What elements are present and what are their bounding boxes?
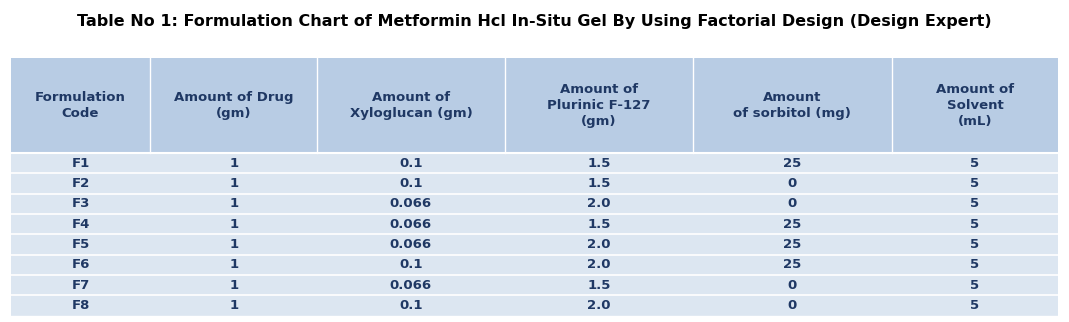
Bar [11,255,1058,275]
Text: 2.0: 2.0 [587,299,610,312]
Bar [11,295,1058,316]
Text: 0.066: 0.066 [390,197,432,210]
Text: 1: 1 [229,299,238,312]
Text: 5: 5 [971,299,979,312]
Text: 0.1: 0.1 [399,177,422,190]
Text: 1.5: 1.5 [587,279,610,291]
Bar [11,194,1058,214]
Text: 25: 25 [784,218,802,231]
Text: Amount of
Plurinic F-127
(gm): Amount of Plurinic F-127 (gm) [547,83,651,128]
Text: 1: 1 [229,156,238,170]
Text: 1.5: 1.5 [587,177,610,190]
Text: 0.066: 0.066 [390,218,432,231]
Text: 1: 1 [229,279,238,291]
Bar [11,173,1058,194]
Text: 5: 5 [971,177,979,190]
Bar [11,58,1058,153]
Text: 0: 0 [788,279,797,291]
Text: 1: 1 [229,238,238,251]
Text: 5: 5 [971,218,979,231]
Text: Amount of Drug
(gm): Amount of Drug (gm) [174,91,293,120]
Text: F6: F6 [72,258,90,271]
Text: Formulation
Code: Formulation Code [35,91,126,120]
Text: Amount of
Xyloglucan (gm): Amount of Xyloglucan (gm) [350,91,472,120]
Text: F4: F4 [72,218,90,231]
Text: 0.1: 0.1 [399,156,422,170]
Text: 5: 5 [971,238,979,251]
Text: 2.0: 2.0 [587,258,610,271]
Text: Table No 1: Formulation Chart of Metformin Hcl In-Situ Gel By Using Factorial De: Table No 1: Formulation Chart of Metform… [77,14,992,30]
Text: F8: F8 [72,299,90,312]
Text: 0.1: 0.1 [399,258,422,271]
Text: 2.0: 2.0 [587,238,610,251]
Bar [11,275,1058,295]
Text: 25: 25 [784,156,802,170]
Text: 1: 1 [229,197,238,210]
Bar [11,214,1058,234]
Text: 0: 0 [788,299,797,312]
Bar [11,234,1058,255]
Text: 1: 1 [229,177,238,190]
Bar [11,153,1058,173]
Text: 0: 0 [788,197,797,210]
Text: F3: F3 [72,197,90,210]
Text: F2: F2 [72,177,90,190]
Text: 1: 1 [229,258,238,271]
Text: 1: 1 [229,218,238,231]
Text: 0.066: 0.066 [390,238,432,251]
Text: 5: 5 [971,279,979,291]
Text: Amount
of sorbitol (mg): Amount of sorbitol (mg) [733,91,851,120]
Text: 5: 5 [971,197,979,210]
Text: 0.066: 0.066 [390,279,432,291]
Text: 5: 5 [971,156,979,170]
Text: 5: 5 [971,258,979,271]
Text: 1.5: 1.5 [587,218,610,231]
Text: F1: F1 [72,156,90,170]
Text: 1.5: 1.5 [587,156,610,170]
Text: Amount of
Solvent
(mL): Amount of Solvent (mL) [936,83,1014,128]
Text: 0: 0 [788,177,797,190]
Text: 25: 25 [784,258,802,271]
Text: 0.1: 0.1 [399,299,422,312]
Text: 25: 25 [784,238,802,251]
Text: F5: F5 [72,238,90,251]
Text: 2.0: 2.0 [587,197,610,210]
Text: F7: F7 [72,279,90,291]
